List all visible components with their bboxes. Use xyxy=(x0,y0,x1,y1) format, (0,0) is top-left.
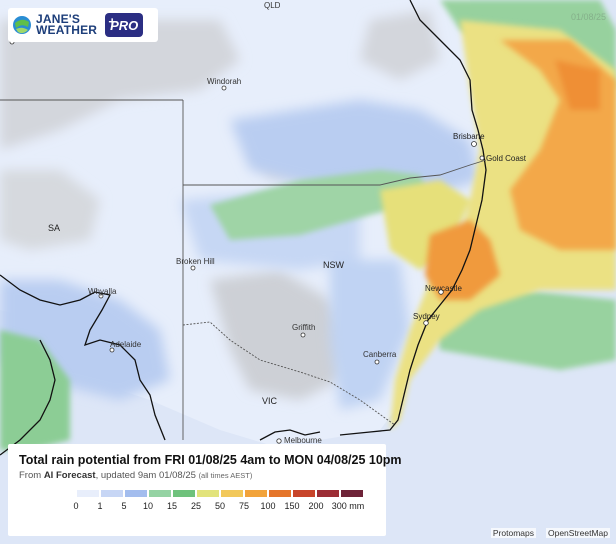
legend-ticks: 0 1 5 10 15 25 50 75 100 150 200 300 mm xyxy=(19,501,375,515)
subtitle-prefix: From xyxy=(19,470,44,481)
legend-panel: Total rain potential from FRI 01/08/25 4… xyxy=(8,444,402,536)
broken-hill-label: Broken Hill xyxy=(176,257,215,266)
legend-tick-label: 5 xyxy=(121,501,127,511)
legend-tick-label: 200 xyxy=(308,501,324,511)
legend-swatch xyxy=(196,489,220,498)
melbourne-label: Melbourne xyxy=(284,436,322,445)
windorah-label: Windorah xyxy=(207,77,241,86)
griffith-label: Griffith xyxy=(292,323,315,332)
whyalla-label: Whyalla xyxy=(88,287,117,296)
legend-swatch xyxy=(100,489,124,498)
gold-coast-label: Gold Coast xyxy=(486,154,527,163)
osm-link[interactable]: OpenStreetMap xyxy=(545,528,610,538)
legend-tick-label: 0 xyxy=(73,501,79,511)
legend-swatch xyxy=(292,489,316,498)
legend-swatch xyxy=(124,489,148,498)
legend-color-bar xyxy=(76,489,375,498)
legend-tick-label: 100 xyxy=(260,501,276,511)
legend-swatch xyxy=(316,489,340,498)
legend-subtitle: From AI Forecast, updated 9am 01/08/25 (… xyxy=(19,470,375,481)
brand-logo[interactable]: JANE'S WEATHER + PRO xyxy=(8,8,158,42)
sydney-label: Sydney xyxy=(413,312,440,321)
qld-label: QLD xyxy=(264,1,281,10)
brand-line-1: JANE'S xyxy=(36,12,81,26)
subtitle-source: AI Forecast xyxy=(43,470,96,481)
legend-swatch xyxy=(148,489,172,498)
legend-tick-label: 10 xyxy=(142,501,154,511)
protomaps-link[interactable]: Protomaps xyxy=(490,528,536,538)
newcastle-label: Newcastle xyxy=(425,284,462,293)
legend-swatch xyxy=(220,489,244,498)
legend-swatch xyxy=(340,489,364,498)
faint-date-watermark: 01/08/25 xyxy=(570,12,606,22)
legend-tick-label: 50 xyxy=(214,501,226,511)
legend-title: Total rain potential from FRI 01/08/25 4… xyxy=(19,453,402,467)
legend-tick-label: 150 xyxy=(284,501,300,511)
rain-band-orange xyxy=(425,40,616,300)
legend-swatch xyxy=(268,489,292,498)
legend-tick-label: 25 xyxy=(190,501,202,511)
attribution: Protomaps OpenStreetMap xyxy=(490,528,610,538)
legend-tick-label: 15 xyxy=(166,501,178,511)
legend-tick-label: 300 mm xyxy=(331,501,365,511)
legend-tick-label: 75 xyxy=(238,501,250,511)
legend-tick-label: 1 xyxy=(97,501,103,511)
subtitle-suffix: , updated 9am 01/08/25 xyxy=(95,470,199,481)
legend-swatch xyxy=(244,489,268,498)
sa-label: SA xyxy=(48,223,60,233)
state-borders xyxy=(0,99,487,440)
plus-icon: + xyxy=(108,14,116,29)
canberra-label: Canberra xyxy=(363,350,397,359)
brand-line-2: WEATHER xyxy=(36,23,98,37)
city-markers xyxy=(9,39,485,444)
globe-icon xyxy=(13,16,31,34)
legend-swatch xyxy=(172,489,196,498)
brisbane-label: Brisbane xyxy=(453,132,485,141)
pro-label: PRO xyxy=(110,17,139,33)
vic-label: VIC xyxy=(262,396,278,406)
pro-badge[interactable]: + PRO xyxy=(105,13,144,37)
coastline xyxy=(0,0,487,456)
adelaide-label: Adelaide xyxy=(110,340,142,349)
subtitle-timezone: (all times AEST) xyxy=(198,471,253,480)
nsw-label: NSW xyxy=(323,260,345,270)
legend-swatch xyxy=(76,489,100,498)
